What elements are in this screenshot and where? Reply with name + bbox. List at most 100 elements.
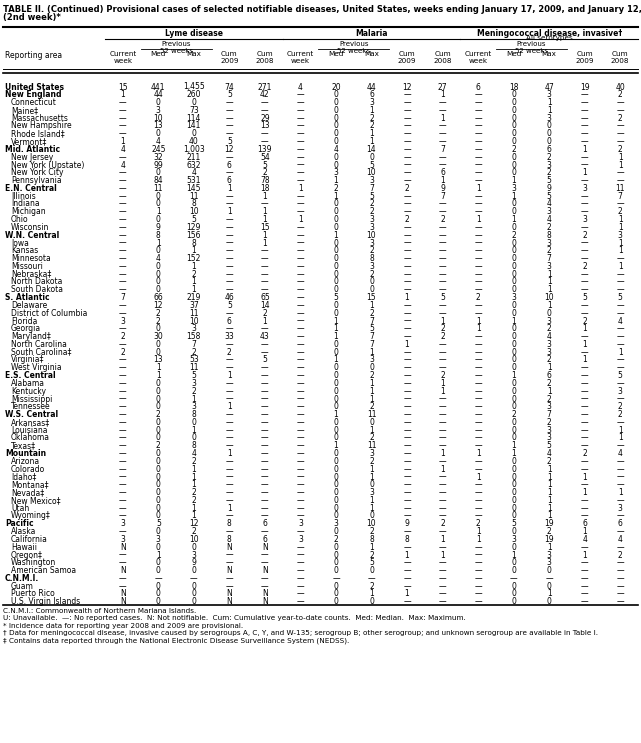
Text: —: —	[438, 246, 446, 256]
Text: —: —	[581, 160, 588, 169]
Text: —: —	[297, 145, 304, 154]
Text: —: —	[403, 223, 411, 232]
Text: —: —	[617, 200, 624, 209]
Text: 0: 0	[369, 285, 374, 294]
Text: —: —	[438, 527, 446, 536]
Text: 0: 0	[333, 418, 338, 427]
Text: 29: 29	[260, 114, 270, 123]
Text: 1: 1	[156, 207, 161, 216]
Text: 1: 1	[333, 192, 338, 201]
Text: 0: 0	[333, 348, 338, 357]
Text: 0: 0	[511, 589, 516, 599]
Text: 3: 3	[511, 293, 516, 302]
Text: —: —	[617, 542, 624, 552]
Text: —: —	[226, 418, 233, 427]
Text: 2: 2	[192, 348, 196, 357]
Text: —: —	[226, 363, 233, 372]
Text: 0: 0	[333, 558, 338, 568]
Text: —: —	[474, 262, 482, 271]
Text: 3: 3	[547, 340, 552, 349]
Text: —: —	[297, 582, 304, 591]
Text: —: —	[617, 473, 624, 481]
Text: 0: 0	[511, 480, 516, 490]
Text: 2: 2	[369, 371, 374, 380]
Text: —: —	[438, 340, 446, 349]
Text: —: —	[581, 246, 588, 256]
Text: 0: 0	[547, 129, 552, 138]
Text: 4: 4	[156, 137, 161, 146]
Text: 1: 1	[192, 464, 196, 474]
Text: —: —	[119, 176, 126, 185]
Text: 5: 5	[262, 160, 267, 169]
Text: 3: 3	[582, 215, 587, 224]
Text: 8: 8	[227, 519, 232, 528]
Text: New England: New England	[5, 91, 62, 100]
Text: 0: 0	[369, 153, 374, 162]
Text: —: —	[617, 527, 624, 536]
Text: 0: 0	[333, 542, 338, 552]
Text: —: —	[617, 270, 624, 279]
Text: 5: 5	[369, 160, 374, 169]
Text: 219: 219	[187, 293, 201, 302]
Text: —: —	[438, 558, 446, 568]
Text: C.N.M.I.: Commonwealth of Northern Mariana Islands.: C.N.M.I.: Commonwealth of Northern Maria…	[3, 608, 196, 614]
Text: 5: 5	[547, 176, 552, 185]
Text: 1: 1	[547, 473, 551, 481]
Text: 2: 2	[404, 184, 410, 193]
Text: Cum
2009: Cum 2009	[576, 51, 594, 64]
Text: —: —	[119, 340, 126, 349]
Text: —: —	[438, 285, 446, 294]
Text: 1: 1	[547, 496, 551, 505]
Text: 271: 271	[258, 82, 272, 91]
Text: —: —	[297, 277, 304, 287]
Text: Mountain: Mountain	[5, 449, 46, 458]
Text: 0: 0	[333, 582, 338, 591]
Text: 9: 9	[440, 184, 445, 193]
Text: 0: 0	[333, 246, 338, 256]
Text: 0: 0	[333, 449, 338, 458]
Text: 2: 2	[618, 114, 622, 123]
Text: 1: 1	[618, 160, 622, 169]
Text: —: —	[119, 122, 126, 131]
Text: 1: 1	[440, 386, 445, 396]
Text: —: —	[438, 223, 446, 232]
Text: 1: 1	[582, 488, 587, 497]
Text: —: —	[403, 433, 411, 443]
Text: 0: 0	[192, 566, 196, 575]
Text: N: N	[262, 566, 268, 575]
Text: —: —	[438, 277, 446, 287]
Text: 0: 0	[156, 386, 161, 396]
Text: 3: 3	[547, 207, 552, 216]
Text: 0: 0	[511, 332, 516, 341]
Text: —: —	[226, 511, 233, 521]
Text: 0: 0	[333, 511, 338, 521]
Text: 0: 0	[333, 308, 338, 318]
Text: —: —	[297, 169, 304, 178]
Text: 3: 3	[369, 262, 374, 271]
Text: 4: 4	[547, 215, 552, 224]
Text: 8: 8	[547, 230, 551, 240]
Text: Current
week: Current week	[109, 51, 137, 64]
Text: 2: 2	[547, 379, 551, 388]
Text: —: —	[581, 480, 588, 490]
Text: 1: 1	[192, 277, 196, 287]
Text: —: —	[261, 395, 269, 403]
Text: —: —	[617, 379, 624, 388]
Text: 0: 0	[511, 340, 516, 349]
Text: Malaria: Malaria	[355, 29, 388, 38]
Text: 0: 0	[511, 324, 516, 334]
Text: 0: 0	[156, 527, 161, 536]
Text: 10: 10	[367, 230, 376, 240]
Text: —: —	[438, 488, 446, 497]
Text: —: —	[403, 98, 411, 107]
Text: 0: 0	[511, 207, 516, 216]
Text: —: —	[226, 277, 233, 287]
Text: —: —	[438, 355, 446, 365]
Text: 1: 1	[547, 98, 551, 107]
Text: —: —	[297, 426, 304, 435]
Text: 1: 1	[440, 114, 445, 123]
Text: 0: 0	[511, 308, 516, 318]
Text: 7: 7	[121, 293, 125, 302]
Text: 0: 0	[156, 277, 161, 287]
Text: —: —	[581, 270, 588, 279]
